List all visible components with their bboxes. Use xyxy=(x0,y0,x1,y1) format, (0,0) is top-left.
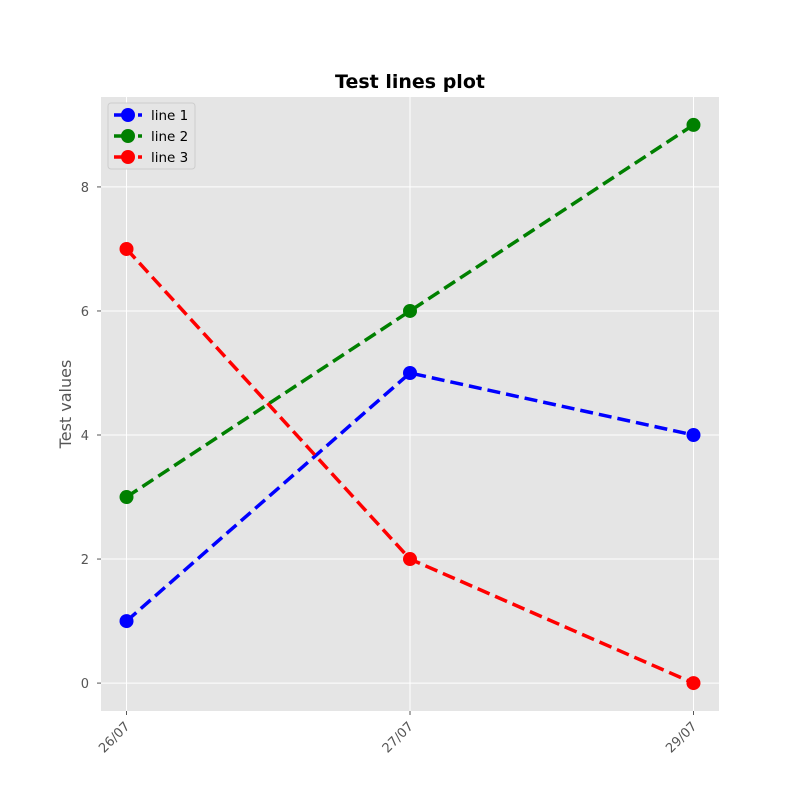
data-point-series-1 xyxy=(119,614,134,629)
legend-label-3: line 3 xyxy=(151,150,188,166)
data-point-series-1 xyxy=(403,365,417,380)
legend-marker-1 xyxy=(121,108,135,122)
y-axis-label: Test values xyxy=(56,360,75,450)
data-point-series-3 xyxy=(119,241,134,256)
y-axis-ticks: 0 2 4 6 8 xyxy=(81,181,101,692)
y-tick-label: 6 xyxy=(81,305,89,320)
data-point-series-2 xyxy=(686,117,701,132)
grid-lines xyxy=(101,97,719,711)
series-lines xyxy=(119,117,701,691)
legend-marker-2 xyxy=(121,129,135,143)
data-point-series-3 xyxy=(686,676,701,691)
legend-marker-3 xyxy=(121,150,135,164)
y-tick-label: 4 xyxy=(81,429,89,444)
y-tick-label: 2 xyxy=(81,553,89,568)
data-point-series-3 xyxy=(403,552,417,567)
data-point-series-1 xyxy=(686,428,701,443)
series-line-1 xyxy=(125,371,694,623)
chart-title: Test lines plot xyxy=(335,71,485,93)
y-tick-label: 0 xyxy=(81,677,89,692)
data-point-series-2 xyxy=(119,490,134,505)
legend-label-1: line 1 xyxy=(151,108,188,124)
legend: line 1 line 2 line 3 xyxy=(107,102,196,170)
y-tick-label: 8 xyxy=(81,181,89,196)
data-point-series-2 xyxy=(403,303,417,318)
legend-label-2: line 2 xyxy=(151,129,188,145)
